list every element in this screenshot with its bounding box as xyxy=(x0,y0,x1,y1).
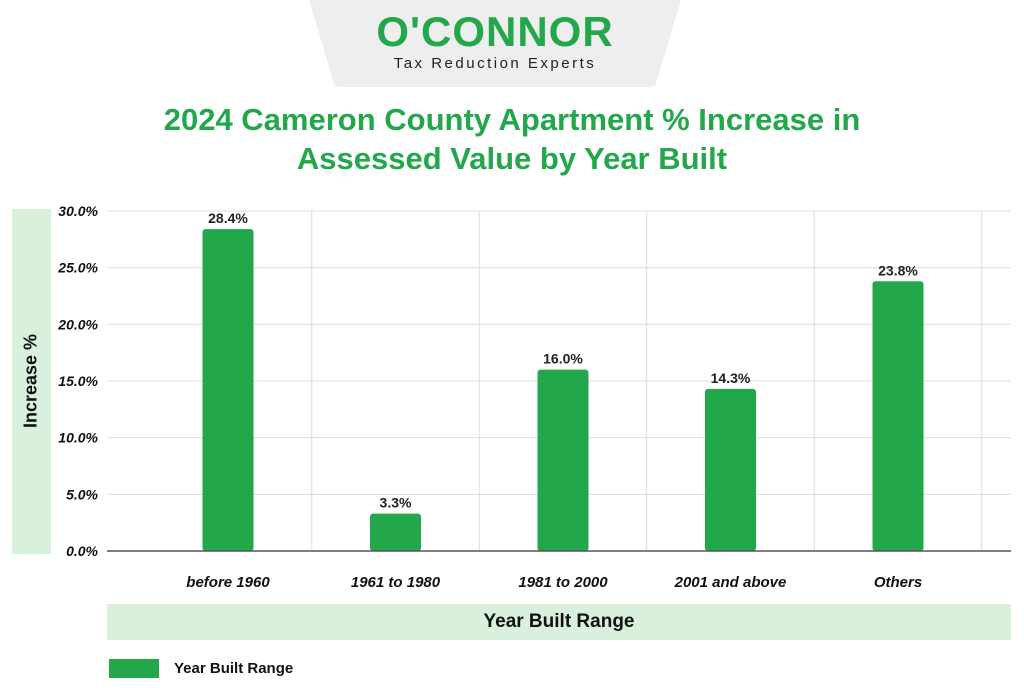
y-tick-label: 30.0% xyxy=(58,203,98,219)
logo-tagline: Tax Reduction Experts xyxy=(393,55,597,72)
bar xyxy=(370,513,421,551)
bar xyxy=(537,369,589,551)
bar-value-label: 16.0% xyxy=(543,351,583,367)
chart-title: 2024 Cameron County Apartment % Increase… xyxy=(100,100,924,178)
legend-label: Year Built Range xyxy=(174,660,294,677)
bar xyxy=(202,229,254,551)
x-axis-label-band xyxy=(107,604,1011,640)
x-tick-label: 2001 and above xyxy=(674,574,787,591)
bar-value-label: 3.3% xyxy=(380,495,412,511)
x-axis-label: Year Built Range xyxy=(483,611,635,632)
chart-title-line-2: Assessed Value by Year Built xyxy=(296,141,728,176)
y-axis-label-band xyxy=(12,209,51,554)
x-tick-label: Others xyxy=(874,574,922,591)
x-tick-label: 1981 to 2000 xyxy=(518,574,608,591)
x-tick-label: before 1960 xyxy=(186,574,270,591)
bar xyxy=(872,281,924,551)
y-tick-label: 15.0% xyxy=(58,373,98,389)
y-tick-label: 0.0% xyxy=(66,543,98,559)
bar-value-label: 28.4% xyxy=(208,210,248,226)
logo-background xyxy=(309,0,681,87)
chart-title-line-1: 2024 Cameron County Apartment % Increase… xyxy=(163,102,861,137)
y-tick-label: 10.0% xyxy=(58,430,98,446)
bar-value-label: 23.8% xyxy=(878,262,918,278)
y-tick-label: 20.0% xyxy=(57,316,98,332)
logo-wordmark: O'CONNOR xyxy=(376,8,614,55)
y-tick-label: 5.0% xyxy=(66,486,98,502)
x-tick-label: 1961 to 1980 xyxy=(351,574,441,591)
bar-value-label: 14.3% xyxy=(711,370,751,386)
bar xyxy=(705,388,756,551)
legend: Year Built Range xyxy=(109,659,293,678)
legend-swatch xyxy=(109,659,159,678)
y-tick-label: 25.0% xyxy=(57,260,98,276)
